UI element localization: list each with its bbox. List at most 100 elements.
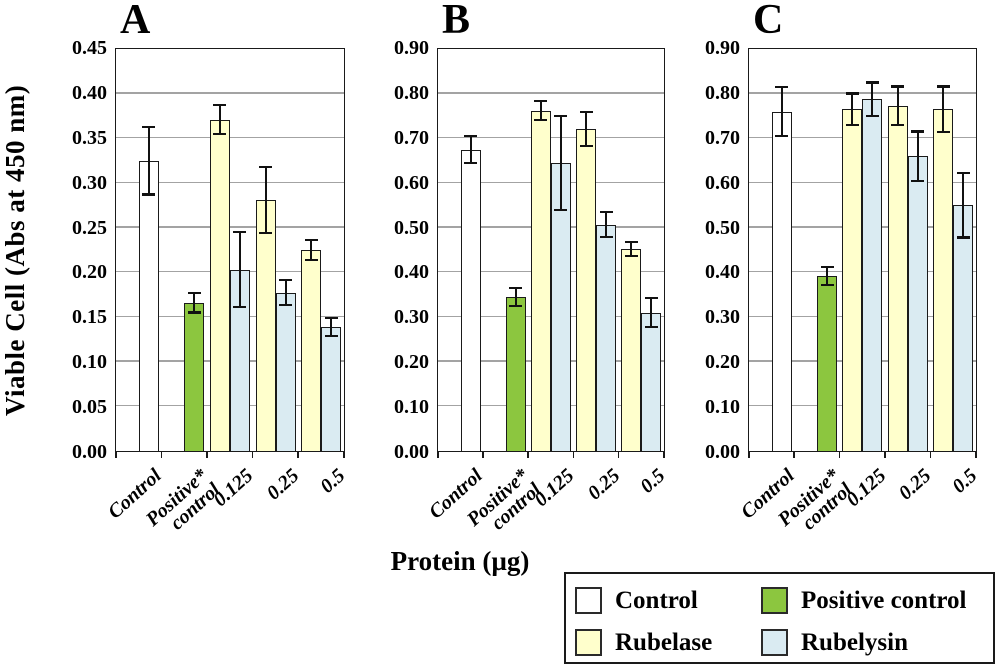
y-tick-label: 0.10 bbox=[705, 396, 740, 419]
legend-swatch-control bbox=[575, 586, 602, 614]
x-category-label: 0.125 bbox=[209, 464, 258, 511]
error-bar-cap-bottom bbox=[554, 208, 568, 211]
x-axis-tick bbox=[663, 451, 665, 458]
x-axis-tick bbox=[838, 451, 841, 458]
y-tick-label: 0.90 bbox=[394, 37, 429, 59]
bar-rubelase bbox=[301, 49, 322, 451]
category-slot bbox=[840, 49, 885, 451]
error-bar-cap-top bbox=[324, 316, 338, 319]
category-slot bbox=[438, 49, 483, 451]
bar-rect bbox=[209, 119, 230, 451]
bar-rect bbox=[817, 275, 838, 451]
error-bar-cap-top bbox=[624, 241, 638, 244]
error-bar-cap-top bbox=[775, 85, 789, 88]
bar-rect bbox=[641, 312, 662, 451]
x-axis-tick bbox=[572, 451, 575, 458]
error-bar-cap-top bbox=[936, 85, 950, 88]
bar-rubelase bbox=[933, 49, 954, 451]
x-axis-tick bbox=[929, 451, 932, 458]
error-bar-cap-top bbox=[304, 239, 318, 242]
error-bar-stem bbox=[218, 105, 221, 134]
category-slot bbox=[794, 49, 839, 451]
y-tick-label: 0.80 bbox=[394, 81, 429, 104]
bar-rect bbox=[621, 249, 642, 451]
x-axis-tick bbox=[748, 451, 750, 458]
error-bar-stem bbox=[264, 166, 267, 234]
error-bar-stem bbox=[630, 242, 633, 256]
bar-rubelase bbox=[576, 49, 597, 451]
legend: Control Positive control Rubelase Rubely… bbox=[564, 572, 995, 664]
error-bar-stem bbox=[539, 100, 542, 121]
y-tick-label: 0.00 bbox=[705, 441, 740, 463]
y-tick-label: 0.70 bbox=[394, 126, 429, 149]
error-bar-cap-bottom bbox=[775, 134, 789, 138]
bar-rubelase bbox=[530, 49, 551, 451]
panel-letter-c: C bbox=[753, 0, 784, 43]
bar-rubelysin bbox=[275, 49, 296, 451]
error-bar-cap-top bbox=[187, 291, 201, 294]
bar-rubelysin bbox=[862, 49, 883, 451]
error-bar-cap-top bbox=[464, 134, 478, 138]
legend-item-rubelysin: Rubelysin bbox=[761, 628, 993, 656]
gridline bbox=[116, 226, 344, 228]
legend-item-rubelase: Rubelase bbox=[575, 628, 761, 656]
error-bar-stem bbox=[780, 86, 783, 137]
error-bar-cap-bottom bbox=[891, 123, 905, 126]
x-axis-tick bbox=[793, 451, 795, 458]
y-tick-label: 0.50 bbox=[394, 216, 429, 239]
error-bar-cap-top bbox=[259, 165, 273, 168]
error-bar-stem bbox=[514, 287, 517, 306]
y-tick-label: 0.00 bbox=[72, 441, 107, 463]
bar-rect bbox=[301, 250, 322, 451]
category-slot bbox=[253, 49, 299, 451]
bar-rect bbox=[771, 111, 792, 451]
y-axis-c: 0.00 0.10 0.20 0.30 0.40 0.50 0.60 0.70 0.80 0.90 bbox=[678, 38, 740, 462]
error-bar-cap-top bbox=[956, 172, 970, 175]
error-bar-stem bbox=[896, 86, 899, 125]
x-axis-tick bbox=[437, 451, 439, 458]
y-axis-b: 0.00 0.10 0.20 0.30 0.40 0.50 0.60 0.70 0.80 0.90 bbox=[367, 38, 429, 462]
error-bar-stem bbox=[585, 112, 588, 147]
y-tick-label: 0.15 bbox=[72, 306, 107, 329]
bar-rect bbox=[184, 302, 205, 451]
error-bar-cap-top bbox=[579, 111, 593, 114]
legend-swatch-positive-control bbox=[761, 586, 788, 614]
gridline bbox=[438, 92, 664, 94]
bar-rect bbox=[138, 160, 159, 451]
error-bar-stem bbox=[147, 126, 150, 195]
error-bar-cap-top bbox=[599, 210, 613, 214]
gridline bbox=[438, 136, 664, 139]
y-tick-label: 0.25 bbox=[72, 216, 107, 239]
error-bar-cap-bottom bbox=[956, 236, 970, 239]
y-tick-label: 0.60 bbox=[705, 171, 740, 194]
y-tick-label: 0.10 bbox=[72, 351, 107, 374]
y-tick-label: 0.30 bbox=[705, 306, 740, 329]
error-bar-stem bbox=[851, 93, 854, 125]
category-slot bbox=[931, 49, 976, 451]
y-tick-label: 0.45 bbox=[72, 37, 107, 59]
bar-rubelase bbox=[209, 49, 230, 451]
gridline bbox=[116, 181, 344, 184]
error-bar-cap-top bbox=[865, 81, 879, 84]
bar-rect bbox=[321, 326, 342, 451]
category-slot bbox=[116, 49, 162, 451]
y-axis-a: 0.00 0.05 0.10 0.15 0.20 0.25 0.30 0.35 0.40 0.45 bbox=[45, 38, 107, 462]
error-bar-cap-top bbox=[554, 114, 568, 117]
x-category-label: 0.125 bbox=[841, 464, 890, 511]
bar-rect bbox=[460, 149, 481, 451]
error-bar-stem bbox=[605, 212, 608, 238]
y-tick-label: 0.30 bbox=[394, 306, 429, 329]
plot-area-c bbox=[748, 48, 977, 458]
y-tick-label: 0.05 bbox=[72, 396, 107, 419]
error-bar-cap-bottom bbox=[187, 311, 201, 314]
error-bar-cap-bottom bbox=[464, 161, 478, 164]
legend-label: Rubelase bbox=[615, 628, 713, 656]
x-category-label: 0.25 bbox=[262, 464, 304, 505]
x-axis-tick bbox=[884, 451, 886, 458]
category-slot bbox=[749, 49, 794, 451]
x-axis-labels-a: Control Positive* control 0.125 0.25 0.5 bbox=[104, 452, 350, 562]
error-bar-stem bbox=[310, 240, 313, 260]
error-bar-cap-bottom bbox=[213, 132, 227, 135]
y-tick-label: 0.20 bbox=[705, 351, 740, 374]
category-slot bbox=[574, 49, 619, 451]
